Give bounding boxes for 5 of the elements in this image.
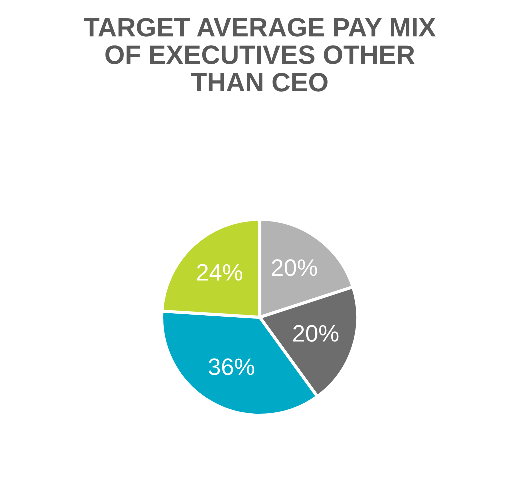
data-label: 36% — [208, 358, 254, 376]
chart-title: TARGET AVERAGE PAY MIX OF EXECUTIVES OTHER THAN CEO — [84, 18, 436, 92]
data-label: 20% — [272, 260, 318, 276]
data-label: 20% — [293, 325, 339, 342]
data-label: 24% — [197, 264, 243, 281]
